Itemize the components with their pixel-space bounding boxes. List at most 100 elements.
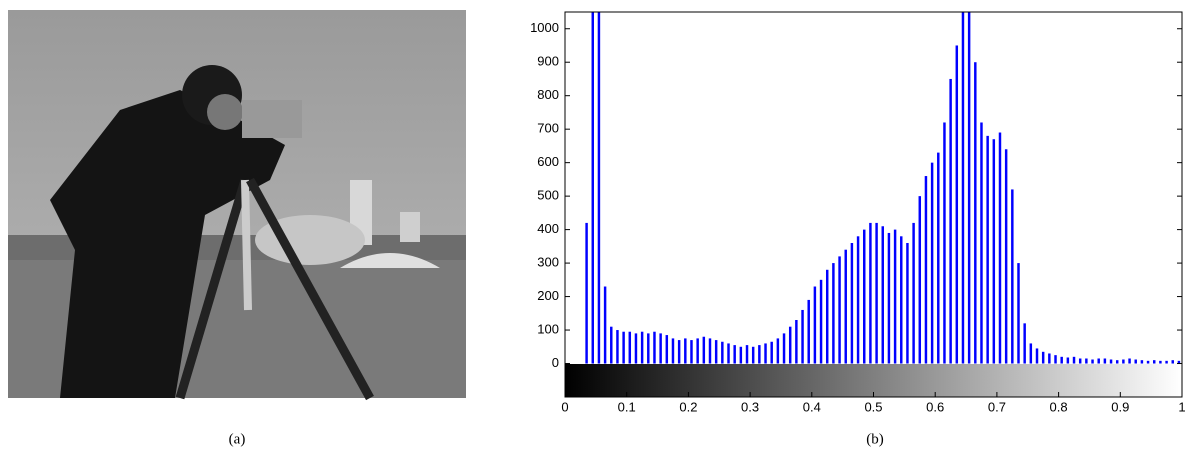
histogram-bar — [1146, 360, 1150, 364]
histogram-bar — [776, 338, 780, 364]
histogram-bar — [819, 279, 823, 364]
histogram-bar — [856, 236, 860, 364]
histogram-bar — [1103, 358, 1107, 364]
histogram-bar — [1060, 356, 1063, 364]
histogram-bar — [764, 343, 767, 364]
histogram-bar — [1066, 357, 1070, 364]
histogram-bar — [708, 338, 712, 364]
plot-frame — [564, 11, 1183, 398]
histogram-bar — [659, 333, 662, 364]
chart-caption: (b) — [866, 431, 884, 447]
histogram-bar — [992, 139, 996, 364]
histogram-bar — [850, 243, 854, 364]
x-tick-label: 0.8 — [1050, 399, 1068, 414]
histogram-bar — [788, 326, 792, 364]
histogram-bar — [610, 326, 613, 364]
histogram-bar — [696, 338, 699, 364]
histogram-bar — [585, 222, 588, 364]
histogram-bar — [751, 346, 755, 364]
histogram-bar — [721, 341, 724, 364]
histogram-bar — [1023, 323, 1026, 364]
histogram-bar — [1115, 360, 1119, 364]
histogram-bar — [918, 196, 922, 364]
histogram-bar — [906, 243, 909, 364]
histogram-bar — [1085, 358, 1088, 364]
histogram-bar — [986, 135, 989, 364]
histogram-bar — [949, 78, 952, 364]
histogram-bar — [813, 286, 817, 364]
histogram-bar — [1134, 359, 1137, 364]
histogram-bar — [1165, 360, 1168, 364]
histogram-bar — [807, 299, 810, 364]
histogram-bar — [881, 226, 884, 364]
y-tick-label: 400 — [537, 221, 559, 236]
x-tick-label: 0.7 — [988, 399, 1006, 414]
histogram-bar — [628, 331, 632, 364]
histogram-bar — [930, 162, 934, 364]
histogram-bar — [603, 286, 607, 364]
y-tick-label: 500 — [537, 188, 559, 203]
histogram-bar — [1140, 360, 1144, 364]
x-tick-label: 0 — [561, 399, 568, 414]
histogram-bar — [690, 340, 693, 364]
histogram-bar — [1035, 348, 1039, 364]
histogram-bar — [863, 229, 866, 364]
histogram-bar — [893, 229, 897, 364]
histogram-bar — [832, 263, 835, 364]
x-tick-label: 0.4 — [803, 399, 821, 414]
x-tick-label: 0.2 — [679, 399, 697, 414]
histogram-bar — [622, 331, 625, 364]
histogram-bar — [887, 232, 891, 364]
histogram-bar — [714, 340, 718, 364]
histogram-bar — [937, 152, 940, 364]
histogram-bar — [665, 335, 669, 364]
histogram-bar — [1109, 359, 1113, 364]
x-tick-label: 0.9 — [1111, 399, 1129, 414]
histogram-bar — [1177, 360, 1181, 364]
histogram-bar — [924, 176, 928, 364]
histogram-bar — [1122, 359, 1125, 364]
histogram-bar — [770, 341, 773, 364]
histogram-bar — [1153, 360, 1156, 364]
x-tick-label: 0.6 — [926, 399, 944, 414]
histogram-bar — [869, 222, 872, 364]
x-tick-label: 0.3 — [741, 399, 759, 414]
y-tick-label: 300 — [537, 255, 559, 270]
histogram-bar — [955, 45, 959, 364]
histogram-bar — [825, 269, 829, 364]
histogram-bar — [727, 343, 730, 364]
histogram-bar — [745, 345, 749, 364]
histogram-bar — [634, 333, 638, 364]
histogram-bar — [1091, 359, 1094, 364]
histogram-bar — [758, 345, 761, 364]
y-tick-label: 700 — [537, 121, 559, 136]
histogram-bar — [677, 340, 681, 364]
histogram-bar — [1078, 358, 1082, 364]
histogram-bar — [900, 236, 903, 364]
histogram-bar — [640, 331, 644, 364]
histogram-bar — [1029, 343, 1033, 364]
image-caption: (a) — [229, 431, 246, 447]
histogram-bar — [875, 222, 878, 364]
histogram-bar — [1054, 355, 1057, 364]
histogram-bar — [998, 132, 1002, 364]
histogram-bar — [1128, 358, 1131, 364]
histogram-bar — [1159, 360, 1162, 364]
histogram-bar — [739, 346, 743, 364]
histogram-bar — [1048, 353, 1051, 364]
histogram-bar — [597, 12, 601, 364]
y-tick-label: 600 — [537, 154, 559, 169]
histogram-bar — [1011, 189, 1014, 364]
y-tick-label: 800 — [537, 87, 559, 102]
histogram-bar — [961, 12, 965, 364]
histogram-bar — [1017, 263, 1020, 364]
histogram-bar — [1004, 149, 1008, 364]
x-tick-label: 0.5 — [864, 399, 882, 414]
histogram-bar — [844, 249, 847, 364]
y-tick-label: 100 — [537, 321, 559, 336]
histogram-bar — [684, 338, 687, 364]
histogram-bar — [967, 12, 971, 364]
histogram-bar — [1097, 358, 1100, 364]
histogram-bar — [974, 62, 977, 364]
